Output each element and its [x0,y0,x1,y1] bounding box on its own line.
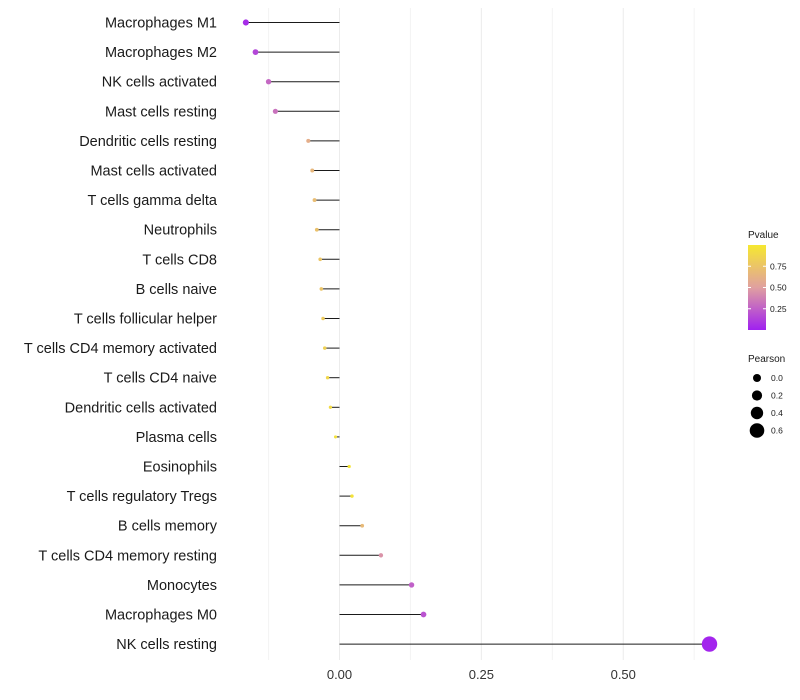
lollipop-point [333,435,338,439]
lollipop-point [252,49,259,56]
legend-pvalue-tick-label: 0.50 [770,283,787,293]
lollipop-point [319,287,324,291]
category-label: Plasma cells [136,430,217,446]
lollipop-point [328,405,333,409]
lollipop-point [325,376,330,380]
category-label: T cells gamma delta [88,193,218,209]
category-label: NK cells activated [102,75,217,91]
lollipop-point [347,464,351,469]
category-label: Neutrophils [144,223,217,239]
category-label: Dendritic cells resting [79,134,217,150]
lollipop-point [701,636,718,652]
legend-pearson-label: 0.2 [771,391,783,401]
lollipop-point [420,611,427,618]
category-label: T cells CD4 memory resting [38,548,217,564]
legend-pvalue-tick-label: 0.75 [770,261,787,271]
x-tick-label: 0.00 [327,667,352,682]
lollipop-point [378,553,384,558]
point-layer [242,19,718,652]
x-tick-label: 0.50 [611,667,636,682]
lollipop-point [312,198,317,203]
lollipop-point [322,346,327,350]
category-label: Macrophages M1 [105,16,217,32]
lollipop-point [242,19,249,26]
category-label: Macrophages M2 [105,45,217,61]
lollipop-point [310,168,315,173]
category-label: Mast cells activated [90,164,217,180]
lollipop-point [265,79,272,85]
legend-pearson-swatch [749,423,765,438]
legend-pvalue-tick-label: 0.25 [770,304,787,314]
category-label: B cells memory [118,519,218,535]
grid-layer [268,8,695,660]
lollipop-point [360,523,365,528]
lollipop-point [408,582,415,588]
category-labels: Macrophages M1 Macrophages M2 NK cells act… [24,16,218,654]
legend-pearson-swatch [751,390,763,401]
lollipop-point [318,257,323,262]
lollipop-point [314,227,319,232]
legend-pearson-swatch [753,374,761,382]
legend-pvalue-colorbar [748,245,766,330]
x-tick-label: 0.25 [469,667,494,682]
category-label: Eosinophils [143,460,217,476]
legend-pearson-swatch [750,406,764,420]
category-label: T cells CD4 memory activated [24,341,217,357]
legend-pearson-label: 0.6 [771,426,783,436]
lollipop-point [306,138,311,143]
category-label: T cells CD8 [142,252,217,268]
category-label: T cells follicular helper [74,312,217,328]
x-axis-tick-labels: 0.00 0.25 0.50 [327,667,636,682]
lollipop-point [272,108,278,114]
category-label: B cells naive [136,282,217,298]
stem-layer [245,22,710,645]
legend-pearson: Pearson 0.0 0.2 0.4 0.6 [748,354,785,438]
category-label: NK cells resting [116,637,217,653]
category-label: Macrophages M0 [105,608,217,624]
lollipop-point [321,316,325,321]
lollipop-point [350,494,354,498]
category-label: Dendritic cells activated [65,400,217,416]
legend-pearson-label: 0.0 [771,373,783,383]
legend-pearson-title: Pearson [748,354,785,365]
legend-pearson-label: 0.4 [771,408,783,418]
category-label: T cells CD4 naive [104,371,217,387]
legend-pvalue: Pvalue 0.25 0.50 0.75 [748,230,787,330]
category-label: T cells regulatory Tregs [67,489,217,505]
category-label: Monocytes [147,578,217,594]
legend-pvalue-title: Pvalue [748,230,779,241]
category-label: Mast cells resting [105,104,217,120]
